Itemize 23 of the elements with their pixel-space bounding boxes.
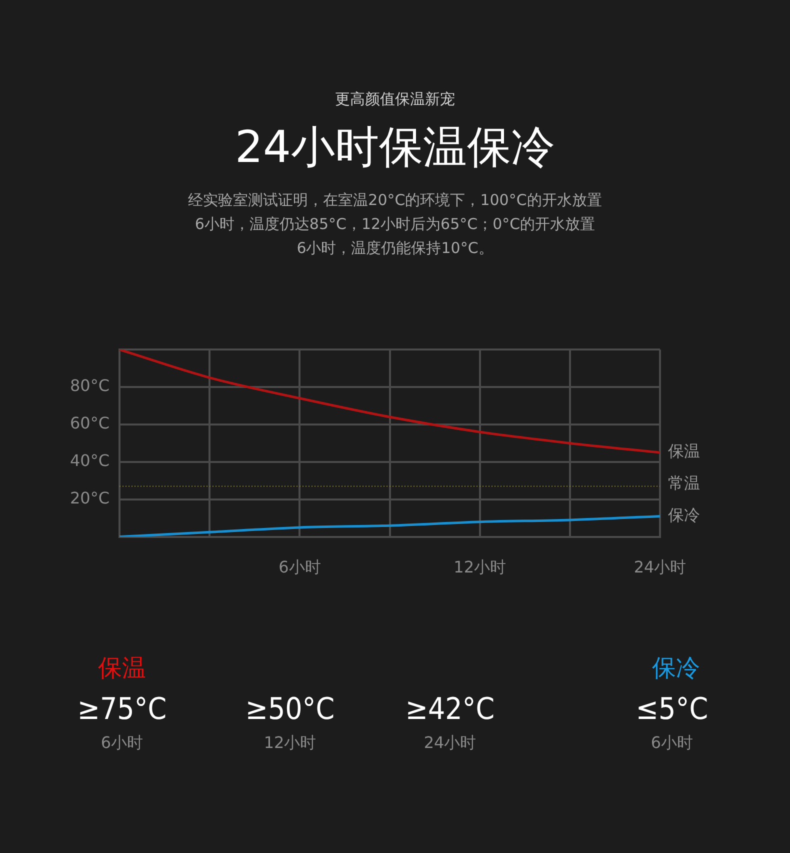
text: ≤5°C bbox=[634, 692, 710, 727]
text: 12小时 bbox=[262, 733, 318, 754]
y-tick-label: 20°C bbox=[70, 488, 110, 508]
text: 24小时 bbox=[422, 733, 478, 754]
y-tick-label: 60°C bbox=[70, 414, 110, 433]
series-label: 保温 bbox=[668, 442, 700, 461]
chart-subtitle: 更高颜值保温新宠 bbox=[334, 90, 456, 109]
text: ≥50°C bbox=[244, 692, 336, 727]
series-label: 保冷 bbox=[668, 505, 700, 524]
x-tick-label: 6小时 bbox=[278, 558, 321, 577]
text: 保温 bbox=[97, 653, 147, 684]
ref-line-label: 常温 bbox=[668, 473, 700, 492]
text: 6小时 bbox=[100, 733, 144, 754]
text: 保冷 bbox=[651, 653, 701, 684]
text: 经实验室测试证明，在室温20°C的环境下，100°C的开水放置 6小时，温度仍达85°C，12小时后为65°C；0°C的开水放置 6小时，温度仍能保持10°C。 bbox=[187, 190, 603, 259]
y-tick-label: 80°C bbox=[70, 376, 110, 396]
text: ≥75°C bbox=[76, 692, 168, 727]
x-tick-label: 24小时 bbox=[634, 558, 686, 577]
text: 6小时 bbox=[650, 733, 694, 754]
chart-title: 24小时保温保冷 bbox=[234, 121, 556, 175]
text: ≥42°C bbox=[404, 692, 496, 727]
x-tick-label: 12小时 bbox=[454, 558, 506, 577]
y-tick-label: 40°C bbox=[70, 451, 110, 470]
